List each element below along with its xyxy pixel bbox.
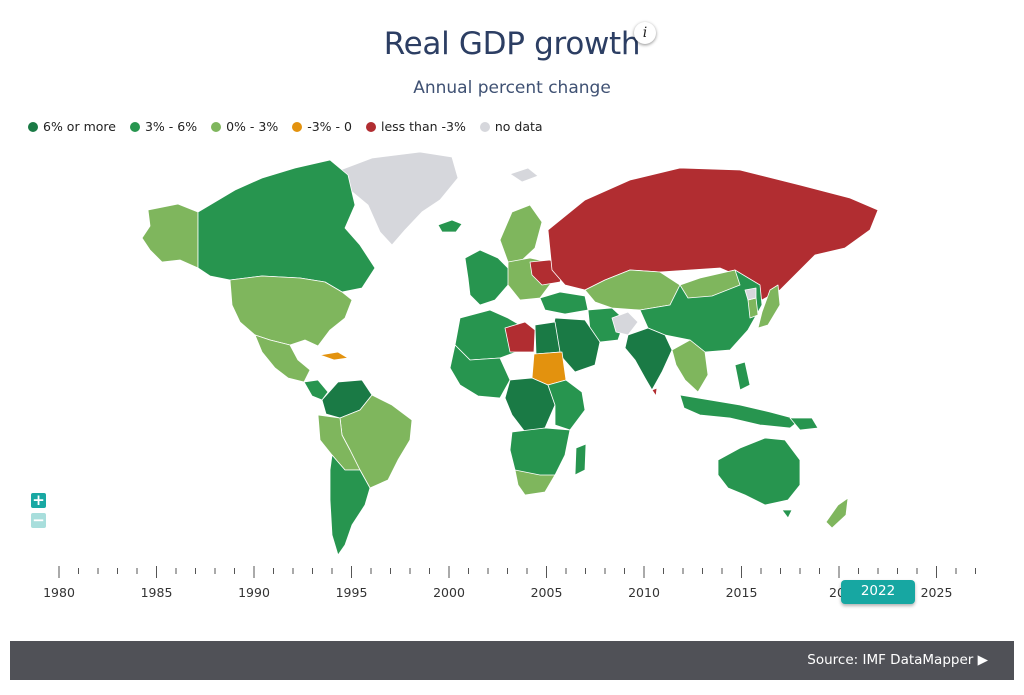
- timeline-year-label[interactable]: 1985: [141, 585, 173, 600]
- legend-item-0-to-3[interactable]: 0% - 3%: [211, 119, 278, 134]
- timeline-year-label[interactable]: 2010: [628, 585, 660, 600]
- timeline-year-label[interactable]: 1990: [238, 585, 270, 600]
- legend-item-less-than-minus3[interactable]: less than -3%: [365, 119, 466, 134]
- legend-label: -3% - 0: [307, 119, 352, 134]
- region-madagascar[interactable]: [574, 443, 587, 476]
- timeline-labels: 1980 1985 1990 1995 2000 2005 2010 2015 20 2025: [43, 585, 952, 600]
- region-usa[interactable]: [229, 275, 353, 347]
- legend-item-minus3-to-0[interactable]: -3% - 0: [292, 119, 352, 134]
- region-southeast-asia[interactable]: [671, 339, 709, 393]
- timeline-year-label[interactable]: 2025: [921, 585, 953, 600]
- footer-bar: Source: IMF DataMapper ▶: [10, 641, 1014, 680]
- legend-swatch: [292, 121, 303, 132]
- region-libya[interactable]: [504, 321, 536, 353]
- region-central-africa[interactable]: [504, 377, 556, 433]
- region-tasmania[interactable]: [781, 509, 793, 519]
- region-scandinavia[interactable]: [499, 204, 543, 263]
- world-map[interactable]: [0, 140, 1024, 560]
- region-new-zealand[interactable]: [825, 497, 849, 529]
- region-canada[interactable]: [197, 159, 376, 293]
- region-mexico[interactable]: [254, 334, 311, 383]
- region-turkey[interactable]: [539, 291, 589, 315]
- region-north-korea[interactable]: [744, 287, 757, 301]
- legend-label: less than -3%: [380, 119, 466, 134]
- timeline-year-label[interactable]: 2015: [726, 585, 758, 600]
- region-south-africa[interactable]: [514, 469, 556, 496]
- legend-swatch: [28, 121, 38, 132]
- region-japan[interactable]: [757, 284, 781, 329]
- chart-subtitle: Annual percent change: [413, 78, 611, 98]
- region-west-africa[interactable]: [449, 344, 511, 399]
- region-india[interactable]: [624, 327, 673, 391]
- legend-label: 0% - 3%: [226, 119, 279, 134]
- region-argentina-chile[interactable]: [329, 454, 371, 556]
- region-greenland[interactable]: [334, 151, 459, 246]
- region-iceland[interactable]: [437, 219, 463, 233]
- zoom-out-button[interactable]: −: [31, 511, 46, 529]
- legend-swatch: [479, 121, 490, 132]
- timeline-year-label[interactable]: 1980: [43, 585, 75, 600]
- region-sri-lanka[interactable]: [651, 387, 658, 397]
- legend-label: no data: [494, 119, 543, 134]
- region-indonesia[interactable]: [679, 394, 801, 429]
- region-central-america[interactable]: [303, 379, 329, 401]
- legend-swatch: [211, 121, 222, 132]
- region-western-europe[interactable]: [464, 249, 511, 306]
- region-east-africa[interactable]: [547, 379, 586, 431]
- region-mongolia[interactable]: [679, 269, 741, 299]
- timeline-year-label[interactable]: 20: [829, 585, 845, 600]
- selected-year-badge[interactable]: 2022: [841, 580, 915, 604]
- region-korea[interactable]: [747, 297, 759, 319]
- region-australia[interactable]: [717, 437, 801, 506]
- legend-item-3-to-6[interactable]: 3% - 6%: [129, 119, 198, 134]
- timeline-year-label[interactable]: 2005: [531, 585, 563, 600]
- year-timeline[interactable]: 1980 1985 1990 1995 2000 2005 2010 2015 20 2025: [0, 560, 1024, 605]
- info-icon[interactable]: i: [634, 22, 656, 44]
- region-alaska[interactable]: [141, 203, 199, 269]
- region-caribbean[interactable]: [319, 351, 349, 361]
- timeline-year-label[interactable]: 2000: [433, 585, 465, 600]
- timeline-year-label[interactable]: 1995: [336, 585, 368, 600]
- chart-title: Real GDP growth: [383, 26, 641, 62]
- source-link[interactable]: Source: IMF DataMapper ▶: [807, 652, 988, 668]
- region-philippines[interactable]: [734, 361, 751, 391]
- timeline-ticks: [58, 566, 976, 578]
- region-afghanistan[interactable]: [611, 311, 639, 336]
- legend-label: 3% - 6%: [144, 119, 198, 134]
- legend: 6% or more 3% - 6% 0% - 3% -3% - 0 less …: [28, 119, 557, 134]
- region-svalbard[interactable]: [509, 167, 539, 183]
- legend-item-6-or-more[interactable]: 6% or more: [28, 119, 116, 134]
- legend-swatch: [129, 121, 140, 132]
- legend-swatch: [365, 121, 376, 132]
- zoom-in-button[interactable]: +: [31, 491, 46, 509]
- legend-item-no-data[interactable]: no data: [479, 119, 543, 134]
- legend-label: 6% or more: [43, 119, 116, 134]
- region-papua-new-guinea[interactable]: [789, 417, 819, 431]
